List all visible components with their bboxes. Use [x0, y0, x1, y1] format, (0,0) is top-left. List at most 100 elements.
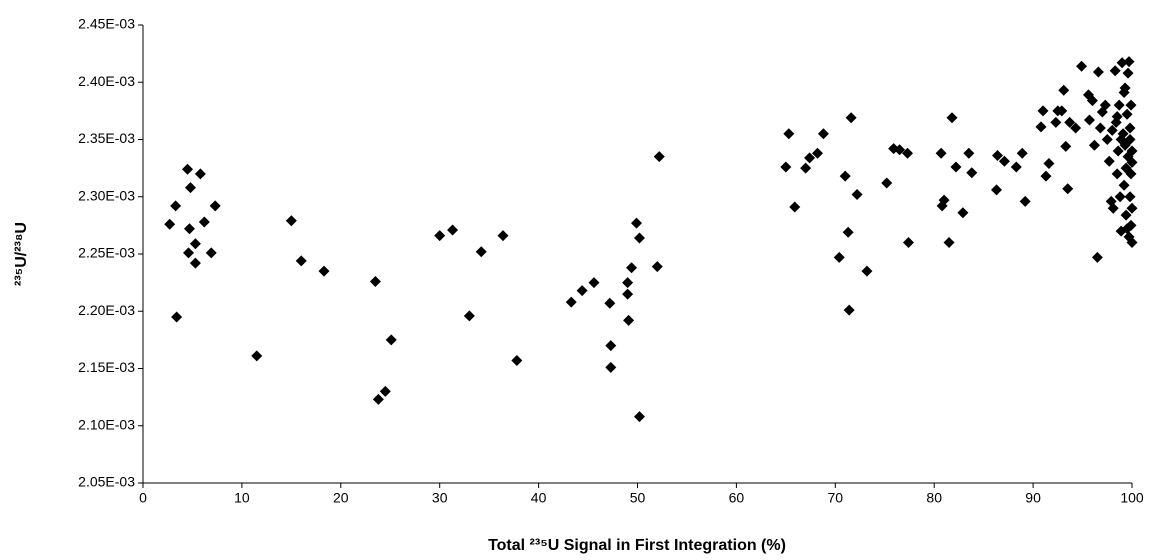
point: [1064, 116, 1076, 128]
point: [1103, 155, 1115, 167]
point: [963, 147, 975, 159]
y-axis-title: ²³⁵U/²³⁸U: [13, 222, 30, 286]
point: [1115, 134, 1127, 145]
point: [1092, 66, 1104, 78]
point: [894, 144, 906, 156]
point: [780, 161, 792, 173]
point: [861, 265, 873, 277]
x-tick-label: 10: [234, 490, 250, 506]
y-tick-label: 2.35E-03: [78, 130, 135, 146]
point: [626, 262, 638, 274]
point: [991, 150, 1003, 162]
point: [1126, 156, 1138, 168]
point: [1043, 158, 1055, 170]
y-tick-label: 2.25E-03: [78, 245, 135, 261]
y-tick-label: 2.40E-03: [78, 73, 135, 89]
point: [511, 354, 523, 366]
point: [845, 112, 857, 124]
point: [588, 277, 600, 289]
point: [651, 261, 663, 273]
point: [1112, 145, 1124, 157]
point: [1125, 219, 1137, 231]
point: [839, 170, 851, 182]
x-tick-label: 20: [333, 490, 349, 506]
y-tick-label: 2.45E-03: [78, 16, 135, 32]
point: [369, 275, 381, 287]
point: [817, 128, 829, 140]
point: [833, 251, 845, 263]
point: [171, 311, 183, 323]
point: [943, 237, 955, 249]
point: [205, 247, 217, 259]
point: [198, 216, 210, 228]
point: [1121, 108, 1133, 120]
point: [1106, 124, 1118, 136]
point: [901, 147, 913, 159]
point: [1091, 251, 1103, 263]
point: [251, 350, 263, 362]
point: [1040, 170, 1052, 182]
point: [938, 194, 950, 206]
point: [633, 232, 645, 244]
x-tick-label: 60: [729, 490, 745, 506]
point: [605, 361, 617, 373]
point: [1111, 168, 1123, 180]
x-tick-label: 90: [1025, 490, 1041, 506]
point: [1086, 95, 1098, 107]
point: [1062, 183, 1074, 195]
point: [1010, 161, 1022, 173]
point: [843, 304, 855, 316]
point: [184, 182, 196, 194]
point: [622, 288, 634, 300]
point: [957, 207, 969, 219]
point: [379, 385, 391, 397]
x-tick-label: 70: [828, 490, 844, 506]
x-tick-label: 0: [139, 490, 147, 506]
point: [463, 310, 475, 322]
point: [935, 147, 947, 159]
point: [1124, 134, 1136, 145]
point: [622, 277, 634, 289]
point: [1107, 202, 1119, 214]
point: [902, 237, 914, 249]
point: [1060, 140, 1072, 152]
point: [811, 147, 823, 159]
point: [182, 163, 194, 175]
point: [783, 128, 795, 140]
point: [475, 246, 487, 258]
point: [1116, 57, 1128, 69]
point: [385, 334, 397, 346]
point: [800, 162, 812, 174]
point: [194, 168, 206, 180]
point: [631, 217, 643, 229]
point: [946, 112, 958, 124]
point: [285, 215, 297, 227]
point: [605, 340, 617, 352]
point: [1050, 116, 1062, 128]
point: [1120, 209, 1132, 221]
x-tick-label: 100: [1120, 490, 1144, 506]
y-tick-label: 2.30E-03: [78, 187, 135, 203]
point: [998, 155, 1010, 167]
point: [183, 223, 195, 235]
point: [576, 285, 588, 297]
y-tick-label: 2.20E-03: [78, 302, 135, 318]
point: [189, 238, 201, 250]
point: [881, 177, 893, 189]
point: [295, 255, 307, 267]
point: [1016, 147, 1028, 159]
point: [1114, 191, 1126, 203]
point: [804, 152, 816, 164]
point: [966, 167, 978, 179]
point: [1126, 237, 1138, 249]
point: [1058, 84, 1070, 96]
point: [1120, 162, 1132, 174]
point: [1019, 195, 1031, 207]
point: [1126, 145, 1138, 157]
point: [209, 200, 221, 212]
point: [1124, 122, 1136, 134]
point: [1088, 139, 1100, 151]
point: [1111, 111, 1123, 123]
x-tick-label: 50: [630, 490, 646, 506]
point: [447, 224, 459, 236]
